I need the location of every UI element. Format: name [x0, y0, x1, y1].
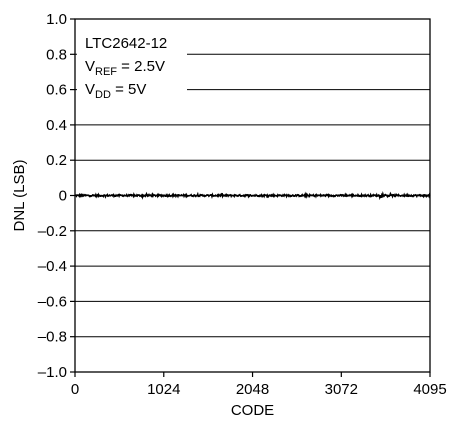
- x-axis-title: CODE: [231, 402, 274, 419]
- y-tick-label-7: –0.4: [38, 258, 67, 275]
- x-tick-label-2: 2048: [236, 381, 269, 398]
- y-tick-label-5: 0: [59, 188, 67, 205]
- annotation-background: [77, 23, 187, 103]
- y-axis-title: DNL (LSB): [11, 160, 28, 232]
- vdd-symbol: V: [85, 81, 95, 98]
- vref-symbol: V: [85, 58, 95, 75]
- y-tick-label-3: 0.4: [46, 117, 67, 134]
- y-tick-label-0: 1.0: [46, 11, 67, 28]
- dnl-trace: [74, 190, 431, 201]
- tick-labels: 1.00.80.60.40.20–0.2–0.4–0.6–0.8–1.00 102…: [38, 11, 447, 398]
- y-tick-label-4: 0.2: [46, 152, 67, 169]
- vref-subscript: REF: [95, 66, 117, 78]
- y-tick-label-9: –0.8: [38, 329, 67, 346]
- annotation-part-number: LTC2642-12: [85, 35, 167, 52]
- y-tick-label-8: –0.6: [38, 293, 67, 310]
- y-tick-label-2: 0.6: [46, 82, 67, 99]
- x-tick-label-0: 0: [71, 381, 79, 398]
- annotation-vref: VREF = 2.5V: [85, 58, 165, 78]
- y-tick-label-1: 0.8: [46, 46, 67, 63]
- annotation-vdd: VDD = 5V: [85, 81, 146, 101]
- vref-value: = 2.5V: [117, 58, 165, 75]
- x-tick-label-3: 3072: [325, 381, 358, 398]
- x-tick-label-1: 1024: [147, 381, 180, 398]
- vdd-subscript: DD: [95, 89, 111, 101]
- y-tick-label-6: –0.2: [38, 223, 67, 240]
- annotation-block: LTC2642-12 VREF = 2.5V VDD = 5V: [77, 23, 187, 103]
- series-dnl: [74, 190, 431, 201]
- x-tick-label-4: 4095: [413, 381, 446, 398]
- axis-ticks: [70, 18, 431, 377]
- y-tick-label-10: –1.0: [38, 364, 67, 381]
- vdd-value: = 5V: [111, 81, 146, 98]
